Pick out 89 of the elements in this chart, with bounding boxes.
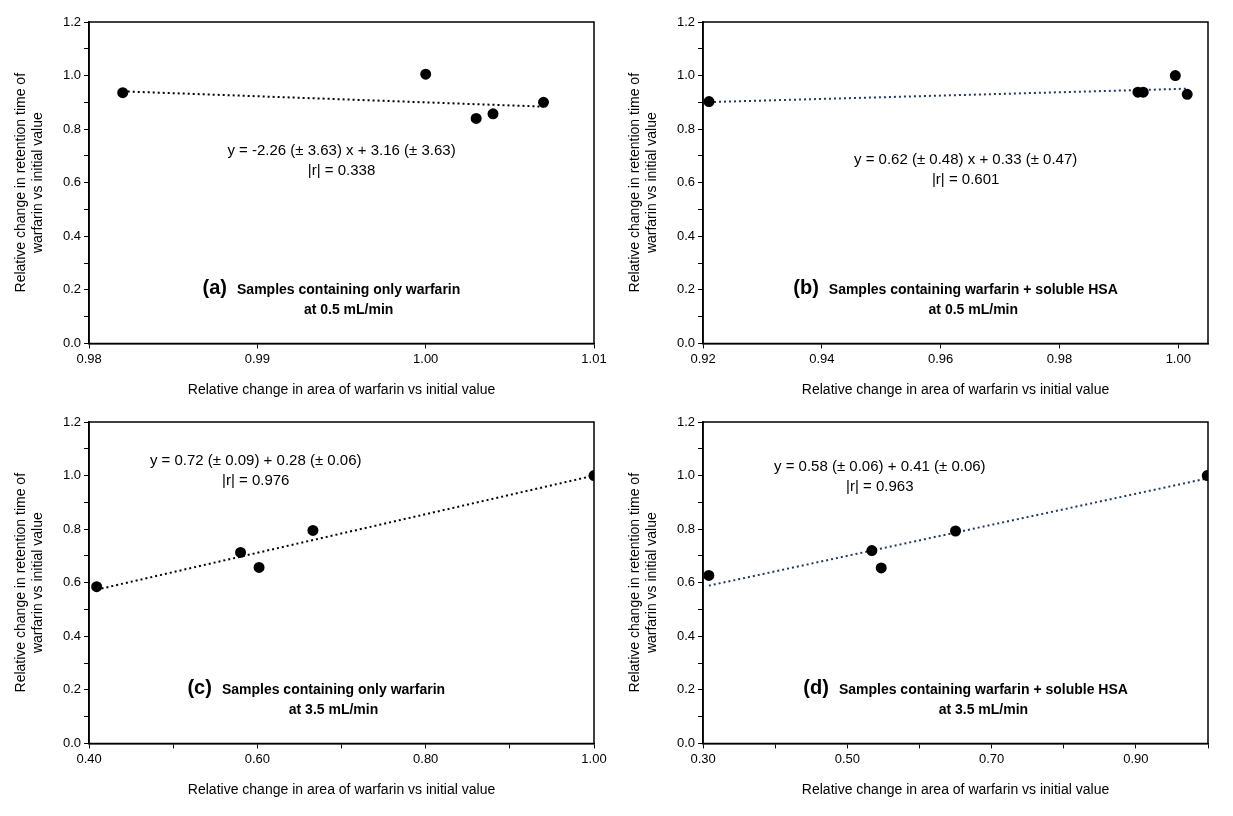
point — [1169, 70, 1181, 82]
y-tick-label: 0.8 — [62, 120, 82, 136]
annotation: y = 0.58 (± 0.06) + 0.41 (± 0.06) — [774, 457, 986, 475]
annotation: at 0.5 mL/min — [928, 301, 1019, 318]
annotation: y = 0.62 (± 0.48) x + 0.33 (± 0.47) — [854, 150, 1078, 168]
y-tick-label: 1.2 — [62, 413, 82, 429]
y-tick-label: 1.2 — [62, 13, 82, 29]
annotation: Samples containing warfarin + soluble HSA — [828, 281, 1118, 298]
point — [91, 581, 103, 593]
y-tick-label: 1.0 — [62, 467, 82, 483]
y-axis-title: Relative change in retention time of warfarin vs initial value — [12, 472, 46, 693]
x-tick-label: 0.90 — [1123, 750, 1149, 766]
point — [866, 545, 878, 557]
x-tick-label: 0.99 — [244, 350, 271, 366]
annotation: (d) — [803, 675, 829, 698]
x-tick-label: 0.30 — [690, 750, 716, 766]
y-tick-label: 0.6 — [676, 574, 696, 590]
y-tick-label: 0.4 — [62, 627, 82, 643]
annotation: Samples containing only warfarin — [237, 281, 461, 298]
x-tick-label: 0.70 — [978, 750, 1005, 766]
y-axis-title: Relative change in retention time of warfarin vs initial value — [12, 72, 46, 293]
y-tick-label: 0.6 — [62, 574, 82, 590]
y-tick-label: 0.0 — [62, 734, 82, 750]
y-axis-title: Relative change in retention time of warfarin vs initial value — [626, 472, 660, 693]
y-tick-label: 0.8 — [676, 120, 696, 136]
x-tick-label: 0.94 — [809, 350, 835, 366]
annotation: Samples containing only warfarin — [221, 681, 446, 698]
x-tick-label: 0.50 — [834, 750, 860, 766]
y-tick-label: 0.2 — [62, 281, 82, 297]
y-tick-label: 1.2 — [676, 13, 696, 29]
point — [117, 87, 129, 99]
annotation: |r| = 0.963 — [846, 477, 914, 495]
x-axis-title: Relative change in area of warfarin vs initial value — [187, 380, 496, 397]
annotation: at 3.5 mL/min — [938, 701, 1029, 718]
point — [703, 569, 715, 581]
y-tick-label: 0.2 — [676, 681, 696, 697]
annotation: |r| = 0.976 — [221, 470, 290, 488]
x-tick-label: 1.00 — [581, 750, 607, 766]
point — [875, 562, 887, 574]
x-tick-label: 1.00 — [1165, 350, 1191, 366]
x-tick-label: 0.98 — [1046, 350, 1073, 366]
x-axis-title: Relative change in area of warfarin vs initial value — [801, 780, 1110, 797]
y-tick-label: 0.4 — [62, 227, 82, 243]
annotation: y = -2.26 (± 3.63) x + 3.16 (± 3.63) — [227, 140, 456, 158]
y-tick-label: 0.0 — [676, 734, 696, 750]
y-tick-label: 0.4 — [676, 627, 696, 643]
y-axis-title: Relative change in retention time of warfarin vs initial value — [626, 72, 660, 293]
y-tick-label: 0.0 — [62, 334, 82, 350]
y-tick-label: 1.0 — [62, 67, 82, 83]
point — [487, 108, 499, 120]
annotation: at 0.5 mL/min — [303, 301, 394, 318]
point — [235, 546, 247, 558]
y-tick-label: 0.6 — [676, 174, 696, 190]
x-tick-label: 1.00 — [413, 350, 439, 366]
y-tick-label: 0.6 — [62, 174, 82, 190]
x-tick-label: 0.80 — [413, 750, 439, 766]
x-tick-label: 0.60 — [244, 750, 271, 766]
point — [1181, 88, 1193, 100]
y-tick-label: 1.0 — [676, 467, 696, 483]
point — [470, 112, 482, 124]
y-tick-label: 0.0 — [676, 334, 696, 350]
y-tick-label: 0.2 — [62, 681, 82, 697]
point — [420, 68, 432, 80]
x-tick-label: 0.98 — [76, 350, 102, 366]
x-tick-label: 0.92 — [690, 350, 716, 366]
annotation: |r| = 0.338 — [307, 160, 376, 178]
x-axis-title: Relative change in area of warfarin vs initial value — [801, 380, 1110, 397]
y-tick-label: 0.2 — [676, 281, 696, 297]
y-tick-label: 0.4 — [676, 227, 696, 243]
y-tick-label: 0.8 — [62, 520, 82, 536]
annotation: |r| = 0.601 — [931, 170, 1000, 188]
point — [703, 96, 715, 108]
x-tick-label: 0.40 — [76, 750, 102, 766]
x-tick-label: 1.01 — [581, 350, 607, 366]
annotation: (b) — [793, 275, 819, 298]
annotation: y = 0.72 (± 0.09) + 0.28 (± 0.06) — [149, 450, 362, 468]
y-tick-label: 1.0 — [676, 67, 696, 83]
annotation: at 3.5 mL/min — [288, 701, 379, 718]
point — [307, 524, 319, 536]
x-axis-title: Relative change in area of warfarin vs initial value — [187, 780, 496, 797]
y-tick-label: 1.2 — [676, 413, 696, 429]
point — [538, 96, 550, 108]
point — [253, 561, 265, 573]
annotation: Samples containing warfarin + soluble HSA — [838, 681, 1128, 698]
point — [950, 525, 962, 537]
x-tick-label: 0.96 — [928, 350, 954, 366]
annotation: (c) — [187, 675, 212, 698]
annotation: (a) — [202, 275, 228, 298]
y-tick-label: 0.8 — [676, 520, 696, 536]
